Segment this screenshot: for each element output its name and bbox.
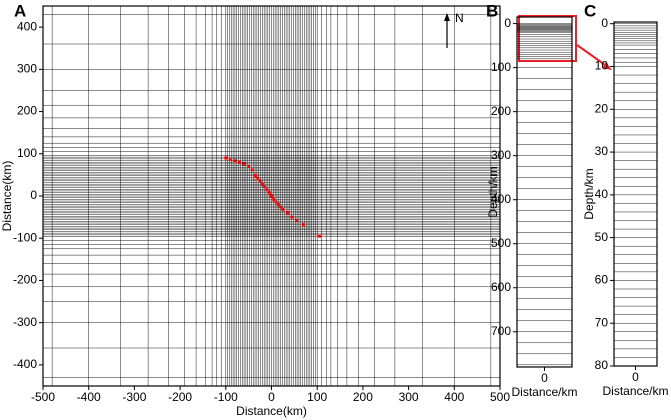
y-tick-label: 400: [491, 192, 511, 206]
x-tick-label: 300: [399, 390, 419, 404]
epicenter: [285, 211, 289, 215]
epicenter: [270, 194, 273, 198]
epicenter: [263, 185, 267, 189]
y-tick-label: 10: [595, 59, 609, 73]
epicenter: [279, 205, 283, 209]
epicenter: [274, 200, 278, 204]
epicenter: [238, 160, 242, 164]
y-tick-label: 200: [491, 104, 511, 118]
y-tick-label: 300: [17, 62, 37, 76]
x-tick-label: 200: [353, 390, 373, 404]
y-tick-label: -100: [13, 230, 37, 244]
y-tick-label: 600: [491, 280, 511, 294]
x-tick-label: 0: [541, 371, 548, 385]
epicenter: [256, 176, 260, 180]
zoom-arrow-head: [602, 62, 612, 70]
zoom-box: [518, 15, 577, 62]
y-tick-label: 30: [595, 144, 609, 158]
epicenter: [247, 164, 251, 168]
north-arrow-head: [444, 13, 450, 21]
epicenter: [276, 202, 280, 206]
y-tick-label: 70: [595, 315, 609, 329]
y-tick-label: -400: [13, 357, 37, 371]
epicenter: [281, 208, 285, 212]
y-tick-label: 500: [491, 236, 511, 250]
y-tick-label: 0: [601, 16, 608, 30]
x-tick-label: -200: [168, 390, 192, 404]
x-tick-label: 0: [268, 390, 275, 404]
y-tick-label: 100: [17, 146, 37, 160]
epicenter: [267, 191, 271, 195]
x-tick-label: 500: [490, 390, 510, 404]
y-tick-label: 400: [17, 19, 37, 33]
x-tick-label: 0: [632, 370, 639, 384]
epicenter: [295, 218, 299, 222]
epicenter: [233, 159, 237, 163]
x-axis-label: Distance(km): [236, 404, 307, 418]
y-axis-label: Depth/km: [582, 168, 596, 219]
x-tick-label: 100: [307, 390, 327, 404]
x-tick-label: 400: [444, 390, 464, 404]
y-tick-label: 700: [491, 324, 511, 338]
y-axis-label: Depth/km: [486, 166, 500, 217]
x-axis-label: Distance/km: [602, 384, 668, 398]
y-tick-label: 40: [595, 187, 609, 201]
x-axis-label: Distance/km: [511, 385, 577, 399]
panel-label: A: [14, 1, 26, 20]
x-tick-label: -300: [122, 390, 146, 404]
epicenter: [228, 158, 232, 162]
x-tick-label: -100: [214, 390, 238, 404]
x-tick-label: -400: [77, 390, 101, 404]
y-tick-label: -200: [13, 273, 37, 287]
y-tick-label: -300: [13, 315, 37, 329]
epicenter: [250, 168, 254, 172]
epicenter: [258, 179, 262, 183]
epicenter: [254, 174, 258, 178]
y-tick-label: 100: [491, 60, 511, 74]
y-tick-label: 20: [595, 101, 609, 115]
panel-label: B: [486, 1, 498, 20]
zoom-arrow: [576, 44, 609, 68]
epicenter: [290, 215, 294, 219]
y-tick-label: 300: [491, 148, 511, 162]
x-tick-label: -500: [31, 390, 55, 404]
y-tick-label: 200: [17, 104, 37, 118]
epicenter: [301, 223, 305, 227]
plot-frame: [516, 16, 573, 368]
epicenter: [265, 188, 269, 192]
epicenter: [242, 162, 246, 166]
epicenter: [260, 182, 264, 186]
y-tick-label: 60: [595, 273, 609, 287]
y-tick-label: 80: [595, 358, 609, 372]
y-axis-label: Distance(km): [0, 161, 14, 232]
y-tick-label: 0: [30, 188, 37, 202]
y-tick-label: 0: [504, 16, 511, 30]
y-tick-label: 50: [595, 230, 609, 244]
epicenter: [224, 156, 228, 160]
epicenter: [317, 234, 321, 238]
plot-frame: [613, 21, 658, 367]
panel-label: C: [584, 1, 596, 20]
epicenter: [272, 197, 276, 201]
north-label: N: [455, 11, 464, 25]
